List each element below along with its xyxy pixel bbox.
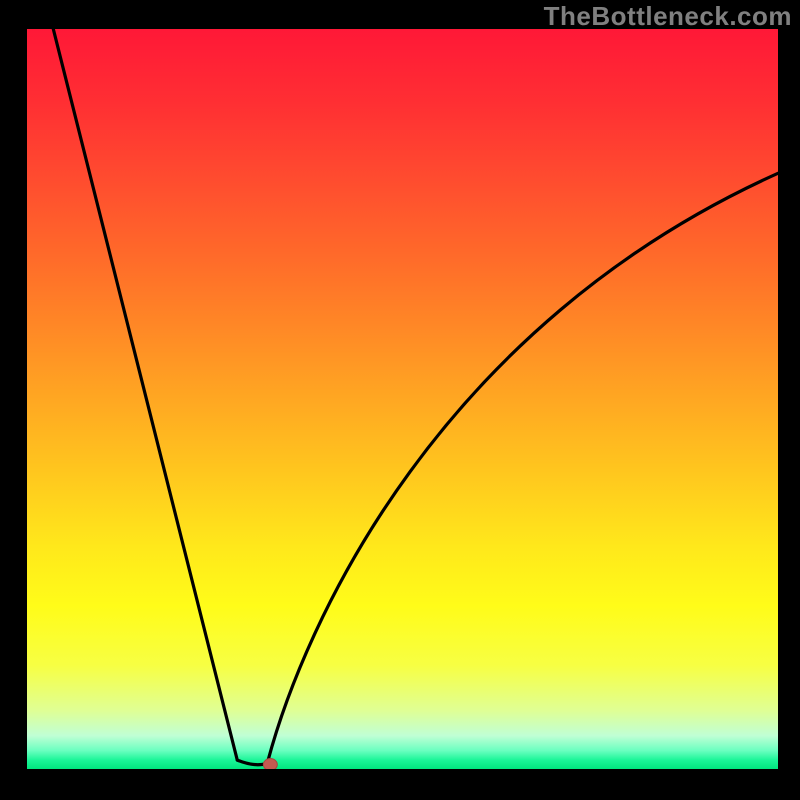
optimal-point-marker <box>263 759 277 769</box>
plot-area <box>27 29 778 769</box>
bottleneck-curve <box>27 29 778 769</box>
watermark-text: TheBottleneck.com <box>544 1 792 32</box>
